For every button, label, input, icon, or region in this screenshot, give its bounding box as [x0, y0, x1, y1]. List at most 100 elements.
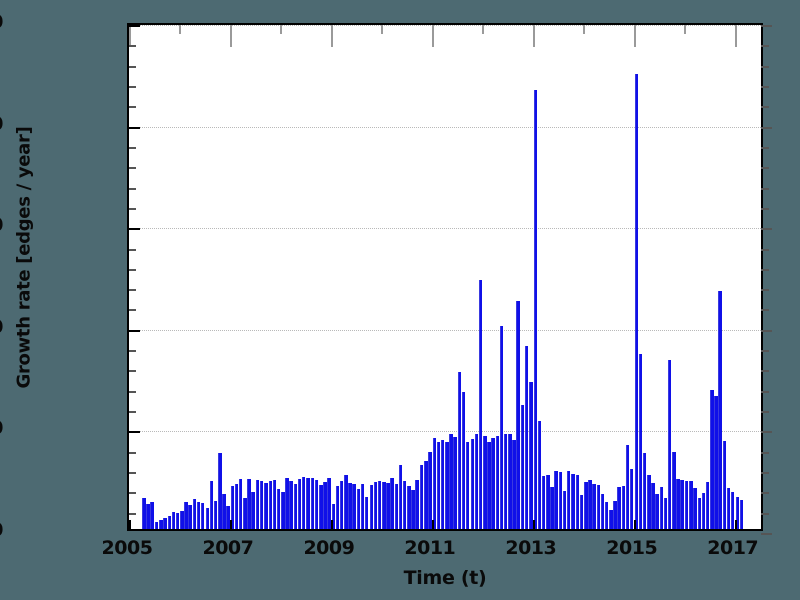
bar [449, 433, 453, 529]
bar [230, 486, 235, 529]
bar [171, 511, 176, 529]
y-tick-minor [129, 350, 136, 353]
x-tick-label: 2011 [404, 537, 456, 559]
y-tick-minor [129, 390, 136, 393]
bar [659, 487, 664, 529]
gridline [129, 329, 761, 331]
bar [180, 510, 184, 529]
x-tick-label: 2015 [606, 537, 658, 559]
y-tick-right-minor [761, 370, 769, 373]
bar [588, 480, 592, 529]
x-tick-top-minor [583, 25, 586, 34]
bar [730, 492, 735, 529]
bar [483, 435, 487, 529]
y-tick-right-major [761, 228, 772, 231]
y-tick-label: 0 [0, 519, 3, 541]
bar [188, 504, 192, 529]
y-tick-right-major [761, 329, 772, 332]
x-tick-bottom [129, 520, 131, 529]
y-tick-right-minor [761, 45, 769, 48]
bar [722, 440, 727, 529]
bar [146, 503, 150, 529]
bar [382, 482, 386, 529]
bar [272, 480, 277, 529]
bar [356, 489, 361, 529]
bar [651, 483, 655, 529]
x-tick-label: 2005 [101, 537, 153, 559]
bar [638, 354, 643, 529]
y-tick-right-minor [761, 207, 769, 210]
bar [672, 451, 676, 529]
y-tick-right-minor [761, 248, 769, 251]
bar [285, 478, 289, 529]
y-tick-right-minor [761, 411, 769, 414]
bar [525, 346, 529, 529]
bar [432, 437, 437, 529]
bar [453, 436, 457, 529]
bar [604, 501, 609, 529]
x-tick-bottom [330, 520, 333, 529]
bar-series [129, 25, 761, 529]
bar [705, 482, 710, 529]
bar [255, 480, 260, 529]
bar [428, 451, 432, 529]
y-tick-minor [129, 472, 136, 475]
bar [634, 73, 638, 529]
y-tick-minor [129, 411, 136, 414]
bar [276, 489, 281, 529]
bar [465, 441, 470, 529]
bar [264, 483, 268, 529]
bar [584, 482, 588, 529]
gridline [129, 431, 761, 433]
bar [196, 501, 201, 529]
bar [398, 465, 403, 529]
bar [377, 481, 382, 529]
bar [335, 486, 340, 529]
y-tick-minor [129, 451, 136, 454]
bar [209, 481, 213, 529]
bar [213, 500, 218, 529]
bar [238, 479, 243, 529]
y-tick-right-major [761, 533, 772, 535]
bar [592, 484, 596, 529]
bar [390, 478, 394, 529]
bar [554, 471, 558, 529]
bar [192, 498, 197, 529]
y-tick-minor [129, 492, 136, 495]
bar [642, 452, 647, 529]
x-tick-top [532, 25, 535, 47]
x-tick-top [330, 25, 333, 47]
bar [200, 502, 205, 529]
x-tick-top [129, 25, 131, 47]
y-tick-label: 150000 [0, 214, 4, 236]
bar [714, 395, 718, 529]
bar [155, 521, 159, 529]
gridline [129, 126, 761, 128]
plot-clip [129, 25, 761, 529]
y-tick-right-minor [761, 65, 769, 68]
bar [184, 501, 188, 529]
bar [655, 494, 659, 529]
bar [680, 480, 684, 529]
bar [667, 360, 672, 529]
bar [613, 500, 617, 529]
bar [470, 438, 474, 529]
bar [558, 472, 563, 529]
bar [407, 486, 411, 529]
y-tick-major [129, 228, 140, 231]
x-tick-top-minor [684, 25, 687, 34]
bar [205, 507, 209, 529]
y-tick-minor [129, 167, 136, 170]
bar [512, 439, 516, 529]
bar [281, 492, 285, 529]
bar [268, 481, 273, 529]
y-tick-label: 200000 [0, 113, 4, 135]
y-tick-right-minor [761, 146, 769, 149]
bar [546, 475, 550, 529]
bar [630, 469, 634, 529]
bar [693, 488, 697, 529]
bar [575, 475, 579, 529]
bar [411, 490, 415, 529]
bar [415, 480, 419, 529]
x-tick-top-minor [179, 25, 182, 34]
